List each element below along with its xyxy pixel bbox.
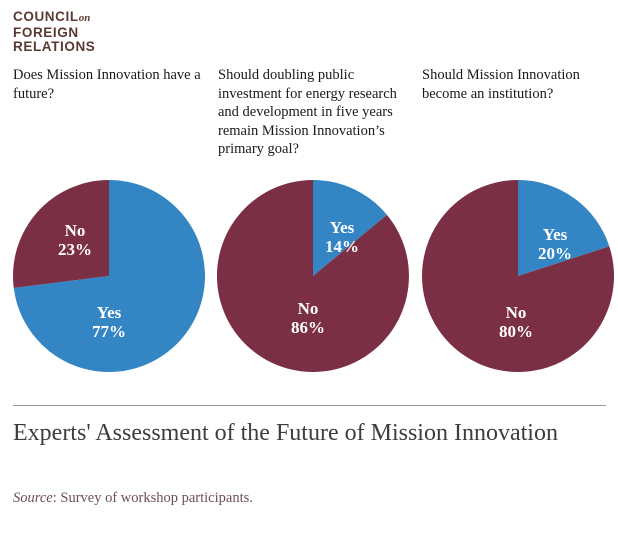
question-heading-0: Does Mission Innovation have a future?: [13, 67, 201, 102]
pie-chart-1-svg: Yes 14% No 86%: [217, 180, 409, 372]
pie-chart-0-svg: No 23% Yes 77%: [13, 180, 205, 372]
pie-chart-2-svg: Yes 20% No 80%: [422, 180, 614, 372]
logo-line-relations: RELATIONS: [13, 38, 96, 54]
pie-chart-1: Yes 14% No 86%: [217, 180, 409, 372]
logo-word-on: on: [78, 12, 91, 24]
pie-1-slice-yes: [313, 180, 387, 276]
logo-line-council: COUNCILon: [13, 10, 193, 26]
pie-2-slice-yes: [518, 180, 610, 276]
pie-0-label-yes-value: 77%: [92, 322, 126, 341]
pie-1-label-no-name: No: [298, 299, 319, 318]
logo-line-foreign: FOREIGN: [13, 24, 79, 40]
source-note: Source: Survey of workshop participants.: [13, 489, 593, 507]
question-heading-1: Should doubling public investment for en…: [218, 67, 397, 157]
pie-2-label-yes-value: 20%: [538, 244, 572, 263]
pie-1-label-yes-name: Yes: [330, 218, 355, 237]
pie-1-slice-no: [217, 180, 409, 372]
pie-2-label-no-name: No: [506, 303, 527, 322]
chart-title: Experts' Assessment of the Future of Mis…: [13, 420, 558, 446]
source-label: Source: [13, 490, 53, 506]
pie-2-label-yes-name: Yes: [543, 225, 568, 244]
pie-1-label-yes-value: 14%: [325, 237, 359, 256]
question-headings: Does Mission Innovation have a future? S…: [0, 66, 618, 171]
pie-0-slice-yes: [13, 180, 205, 372]
horizontal-divider: [13, 405, 606, 406]
pie-1-label-no-value: 86%: [291, 318, 325, 337]
pie-chart-2: Yes 20% No 80%: [422, 180, 614, 372]
pie-chart-group: No 23% Yes 77% Yes 14% No 86% Yes 20% No: [0, 180, 618, 376]
source-text: : Survey of workshop participants.: [52, 490, 253, 506]
logo-word-council: COUNCIL: [13, 9, 79, 24]
pie-chart-0: No 23% Yes 77%: [13, 180, 205, 372]
pie-0-label-no-name: No: [65, 221, 86, 240]
question-heading-2: Should Mission Innovation become an inst…: [422, 67, 580, 102]
pie-2-label-no-value: 80%: [499, 322, 533, 341]
cfr-logo: COUNCILon FOREIGN RELATIONS: [13, 10, 193, 53]
pie-2-slice-no: [422, 180, 614, 372]
pie-0-slice-no: [13, 180, 109, 288]
pie-0-label-no-value: 23%: [58, 240, 92, 259]
pie-0-label-yes-name: Yes: [97, 303, 122, 322]
